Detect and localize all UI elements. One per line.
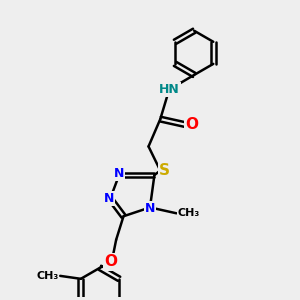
Text: HN: HN (159, 83, 179, 96)
Text: CH₃: CH₃ (37, 271, 59, 281)
Text: CH₃: CH₃ (178, 208, 200, 218)
Text: N: N (145, 202, 155, 215)
Text: O: O (186, 118, 199, 133)
Text: S: S (159, 163, 170, 178)
Text: N: N (114, 167, 124, 180)
Text: O: O (105, 254, 118, 269)
Text: N: N (103, 192, 114, 205)
